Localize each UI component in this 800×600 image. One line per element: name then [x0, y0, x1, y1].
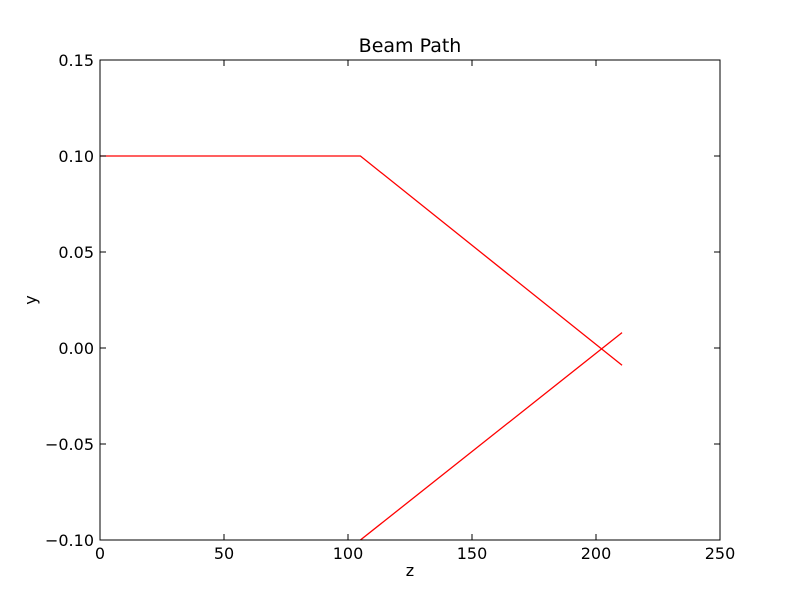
y-tick-label: −0.05: [45, 435, 94, 454]
series-layer: [100, 155, 623, 540]
x-axis-label: z: [406, 561, 414, 580]
series-line-2: [359, 332, 623, 540]
x-tick-label: 250: [705, 544, 736, 563]
x-tick-label: 100: [333, 544, 364, 563]
x-tick-label: 0: [95, 544, 105, 563]
plot-frame: [99, 59, 721, 541]
x-tick-label: 150: [457, 544, 488, 563]
x-tick-label: 200: [581, 544, 612, 563]
y-tick-label: 0.15: [58, 51, 94, 70]
y-axis-label: y: [21, 295, 40, 304]
y-tick-label: −0.10: [45, 531, 94, 550]
x-axis: 0 50 100 150 200 250: [95, 60, 735, 563]
y-tick-label: 0.10: [58, 147, 94, 166]
y-tick-label: 0.05: [58, 243, 94, 262]
y-tick-label: 0.00: [58, 339, 94, 358]
x-tick-label: 50: [214, 544, 234, 563]
y-axis: −0.10 −0.05 0.00 0.05 0.10 0.15: [45, 51, 720, 550]
chart-title: Beam Path: [359, 35, 462, 57]
series-line-1: [100, 155, 623, 366]
